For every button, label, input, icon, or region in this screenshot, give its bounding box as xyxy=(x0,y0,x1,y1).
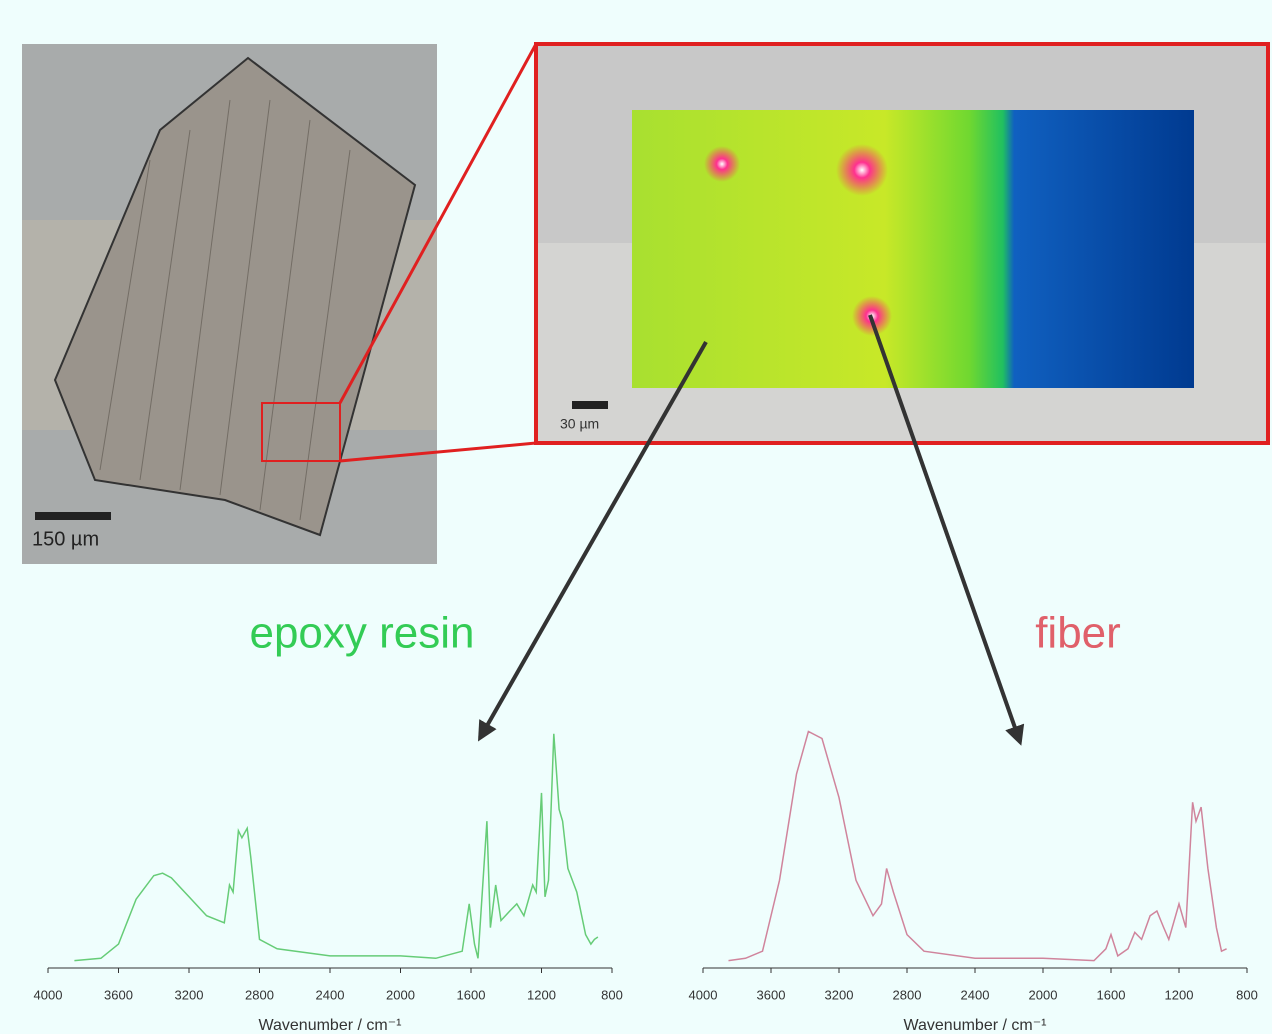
x-axis-label: Wavenumber / cm⁻¹ xyxy=(259,1017,402,1034)
x-tick-label: 1200 xyxy=(1165,987,1194,1002)
x-tick-label: 2800 xyxy=(245,987,274,1002)
x-axis-label: Wavenumber / cm⁻¹ xyxy=(904,1017,1047,1034)
x-tick-label: 800 xyxy=(601,987,623,1002)
x-tick-label: 3600 xyxy=(104,987,133,1002)
x-tick-label: 1600 xyxy=(457,987,486,1002)
scale-label: 30 µm xyxy=(560,416,599,432)
x-tick-label: 1600 xyxy=(1097,987,1126,1002)
x-tick-label: 2400 xyxy=(316,987,345,1002)
x-tick-label: 2400 xyxy=(961,987,990,1002)
map-image: 30 µm xyxy=(536,44,1268,443)
x-tick-label: 3600 xyxy=(757,987,786,1002)
x-tick-label: 3200 xyxy=(825,987,854,1002)
overview-image: 150 µm xyxy=(22,44,437,564)
x-tick-label: 800 xyxy=(1236,987,1258,1002)
scale-label: 150 µm xyxy=(32,528,99,550)
x-tick-label: 3200 xyxy=(175,987,204,1002)
chart-title: epoxy resin xyxy=(249,609,474,658)
figure: 150 µm 30 µm epoxy resin 4000 3600 3200 2800… xyxy=(0,0,1272,1034)
spectrum-line xyxy=(729,732,1227,961)
spectrum-line xyxy=(74,734,598,961)
x-tick-label: 2000 xyxy=(1029,987,1058,1002)
x-tick-label: 2000 xyxy=(386,987,415,1002)
x-tick-label: 4000 xyxy=(34,987,63,1002)
chart-title: fiber xyxy=(1035,609,1121,658)
x-tick-label: 1200 xyxy=(527,987,556,1002)
x-tick-label: 2800 xyxy=(893,987,922,1002)
x-tick-label: 4000 xyxy=(689,987,718,1002)
